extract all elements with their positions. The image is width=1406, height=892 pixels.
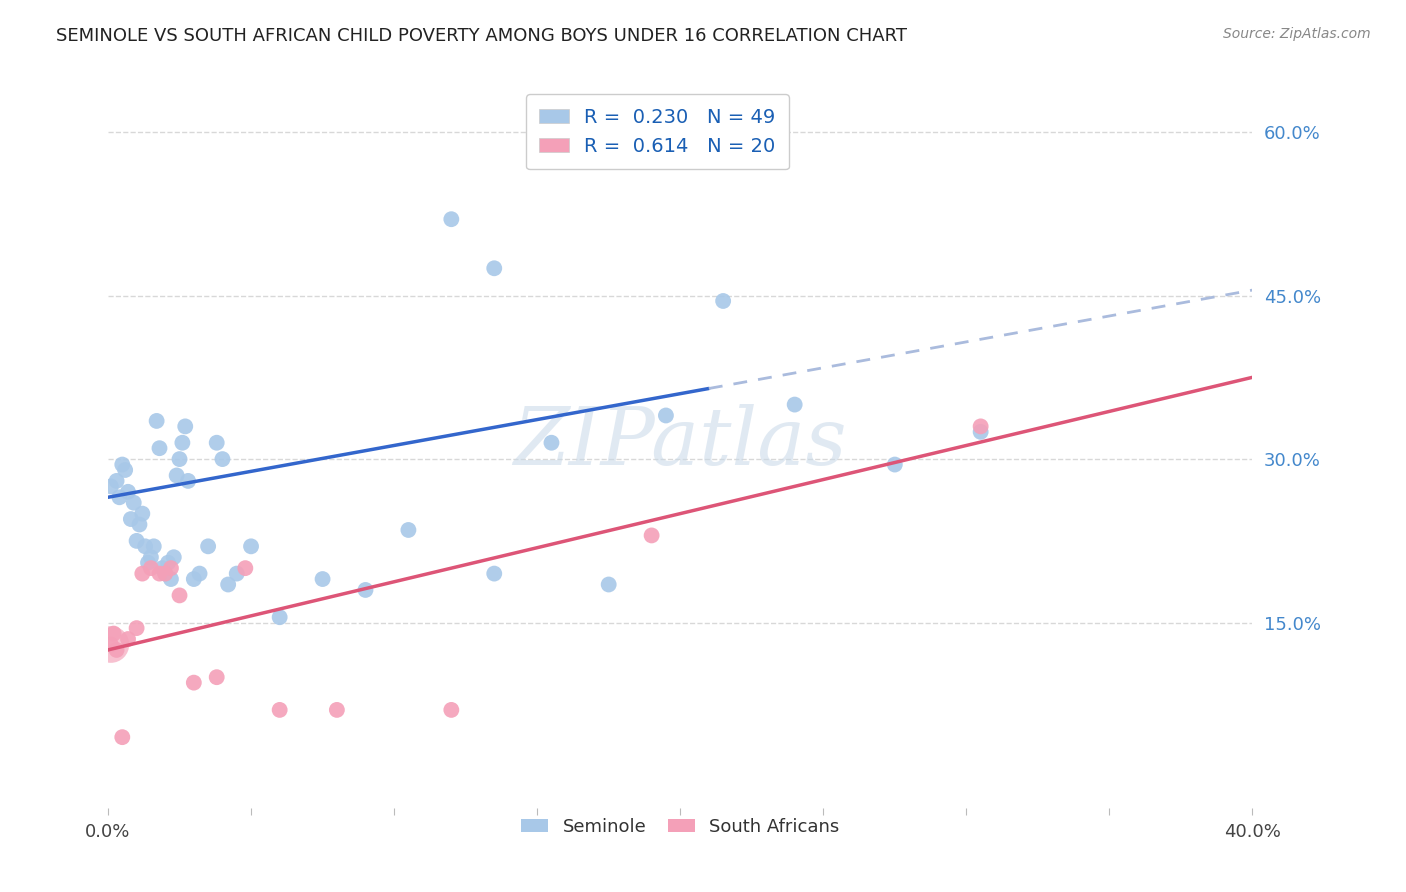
Legend: Seminole, South Africans: Seminole, South Africans xyxy=(513,811,846,843)
Point xyxy=(205,670,228,684)
Point xyxy=(174,419,197,434)
Text: ZIPatlas: ZIPatlas xyxy=(513,404,846,482)
Point xyxy=(172,435,194,450)
Point xyxy=(139,550,162,565)
Point xyxy=(114,463,136,477)
Point xyxy=(233,561,256,575)
Point xyxy=(188,566,211,581)
Point xyxy=(354,582,377,597)
Point xyxy=(142,539,165,553)
Point xyxy=(655,409,678,423)
Point xyxy=(111,458,134,472)
Point xyxy=(100,638,122,652)
Point xyxy=(225,566,247,581)
Point xyxy=(155,566,177,581)
Point xyxy=(240,539,263,553)
Point xyxy=(311,572,333,586)
Point xyxy=(125,533,148,548)
Point xyxy=(131,566,153,581)
Point xyxy=(125,621,148,635)
Point xyxy=(100,479,122,493)
Point xyxy=(166,468,188,483)
Point xyxy=(117,484,139,499)
Point xyxy=(711,293,734,308)
Point xyxy=(169,588,191,602)
Point xyxy=(440,703,463,717)
Point xyxy=(540,435,562,450)
Point xyxy=(105,643,128,657)
Text: SEMINOLE VS SOUTH AFRICAN CHILD POVERTY AMONG BOYS UNDER 16 CORRELATION CHART: SEMINOLE VS SOUTH AFRICAN CHILD POVERTY … xyxy=(56,27,907,45)
Point xyxy=(100,638,122,652)
Point xyxy=(157,556,180,570)
Point xyxy=(484,261,506,276)
Point xyxy=(105,474,128,488)
Point xyxy=(120,512,142,526)
Point xyxy=(969,425,991,439)
Point xyxy=(484,566,506,581)
Point xyxy=(211,452,233,467)
Point xyxy=(969,419,991,434)
Point xyxy=(169,452,191,467)
Point xyxy=(160,561,183,575)
Point xyxy=(197,539,219,553)
Point xyxy=(598,577,620,591)
Point xyxy=(183,675,205,690)
Point xyxy=(783,398,806,412)
Point xyxy=(122,496,145,510)
Point xyxy=(396,523,419,537)
Point xyxy=(148,566,170,581)
Point xyxy=(117,632,139,646)
Point xyxy=(269,703,291,717)
Point xyxy=(183,572,205,586)
Point xyxy=(640,528,662,542)
Text: Source: ZipAtlas.com: Source: ZipAtlas.com xyxy=(1223,27,1371,41)
Point xyxy=(150,561,173,575)
Point xyxy=(148,441,170,455)
Point xyxy=(155,566,177,581)
Point xyxy=(134,539,156,553)
Point xyxy=(163,550,186,565)
Point xyxy=(136,556,159,570)
Point xyxy=(111,730,134,744)
Point xyxy=(108,490,131,504)
Point xyxy=(128,517,150,532)
Point xyxy=(440,212,463,227)
Point xyxy=(139,561,162,575)
Point xyxy=(160,572,183,586)
Point xyxy=(217,577,239,591)
Point xyxy=(103,626,125,640)
Point xyxy=(883,458,905,472)
Point xyxy=(269,610,291,624)
Point xyxy=(177,474,200,488)
Point xyxy=(131,507,153,521)
Point xyxy=(326,703,349,717)
Point xyxy=(205,435,228,450)
Point xyxy=(145,414,167,428)
